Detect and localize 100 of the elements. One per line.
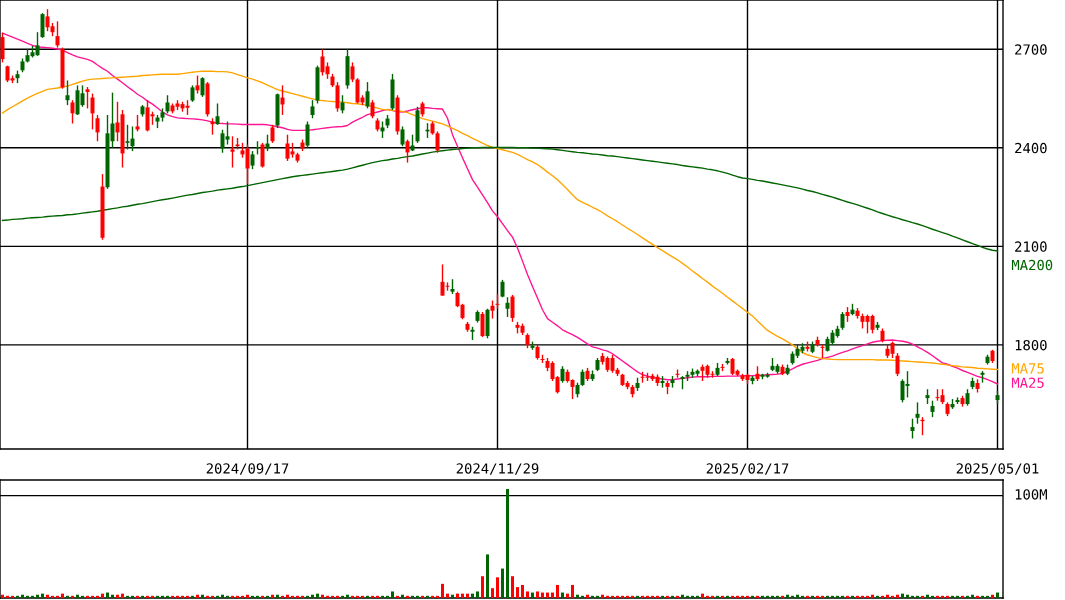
bar [901, 593, 904, 598]
candlestick [65, 79, 70, 106]
bar [221, 594, 224, 598]
bar [506, 489, 509, 598]
candlestick [195, 74, 200, 95]
bar [896, 594, 899, 598]
line-series [1, 146, 999, 252]
candlestick [35, 31, 40, 57]
bar [516, 587, 519, 598]
candlestick [900, 378, 905, 404]
bar [561, 592, 564, 598]
bar [286, 594, 289, 598]
candlestick [915, 401, 920, 425]
bar [501, 568, 504, 598]
candlestick [905, 370, 910, 399]
candlestick [365, 81, 370, 110]
bar [116, 594, 119, 598]
candlestick [40, 12, 45, 39]
bar [246, 594, 249, 598]
bar [511, 576, 514, 598]
bar [871, 594, 874, 598]
bar [46, 594, 49, 598]
candlestick [245, 143, 250, 185]
ref-line-label: 100M [1015, 489, 1047, 500]
bar [996, 592, 999, 598]
candlestick [270, 124, 275, 144]
bar [576, 594, 579, 598]
bar [486, 554, 489, 598]
y-tick-label: 2100 [1015, 241, 1047, 252]
y-tick-label: 2700 [1015, 44, 1047, 55]
candlestick [215, 102, 220, 126]
x-tick-label: 2025/05/01 [956, 463, 1039, 475]
bar [786, 594, 789, 598]
bar [311, 594, 314, 598]
candlestick [90, 92, 95, 131]
candlestick [310, 99, 315, 119]
bar [111, 594, 114, 598]
x-tick-label: 2024/09/17 [206, 463, 289, 475]
bar [451, 594, 454, 598]
bar [321, 594, 324, 598]
candlestick [285, 133, 290, 162]
series-label: MA200 [1011, 259, 1053, 271]
bar [681, 594, 684, 598]
candlestick [350, 61, 355, 83]
series-label: MA75 [1011, 363, 1044, 374]
bar [196, 594, 199, 598]
bar [41, 593, 44, 598]
bar [276, 594, 279, 598]
bar [476, 591, 479, 598]
candlestick [895, 352, 900, 377]
candlestick [400, 125, 405, 147]
candlestick [910, 418, 915, 440]
bar [201, 594, 204, 598]
bar [521, 584, 524, 598]
bar [546, 592, 549, 598]
candlestick [405, 138, 410, 164]
bar [1, 594, 4, 598]
candlestick [0, 32, 5, 64]
candlestick [200, 76, 205, 98]
bar [21, 594, 24, 598]
bar [541, 592, 544, 598]
candlestick [225, 120, 230, 146]
bar [106, 592, 109, 598]
bar [531, 592, 534, 598]
bar [36, 594, 39, 598]
candlestick [480, 311, 485, 338]
bar [441, 583, 444, 598]
bar [271, 594, 274, 598]
bar [101, 593, 104, 598]
bar [446, 593, 449, 598]
bar [316, 593, 319, 598]
candlestick [250, 150, 255, 170]
x-tick-label: 2024/11/29 [456, 463, 539, 475]
bar [61, 593, 64, 598]
bar [566, 593, 569, 598]
bar [971, 594, 974, 598]
candlestick [335, 81, 340, 113]
bar [471, 593, 474, 598]
bar [121, 593, 124, 598]
bar [601, 594, 604, 598]
candlestick [870, 313, 875, 335]
bar [76, 594, 79, 598]
bar [926, 594, 929, 598]
candlestick [435, 130, 440, 154]
bar [346, 594, 349, 598]
candlestick [130, 125, 135, 152]
candlestick [230, 135, 235, 169]
bar [701, 593, 704, 598]
candlestick [165, 94, 170, 115]
bar [571, 584, 574, 598]
candlestick [55, 20, 60, 49]
bar [491, 588, 494, 598]
candlestick [505, 296, 510, 318]
candlestick [490, 299, 495, 320]
bar [796, 594, 799, 598]
candlestick [85, 86, 90, 110]
bar [536, 591, 539, 598]
y-tick-label: 1800 [1015, 339, 1047, 351]
candlestick [260, 142, 265, 169]
candlestick [510, 294, 515, 323]
